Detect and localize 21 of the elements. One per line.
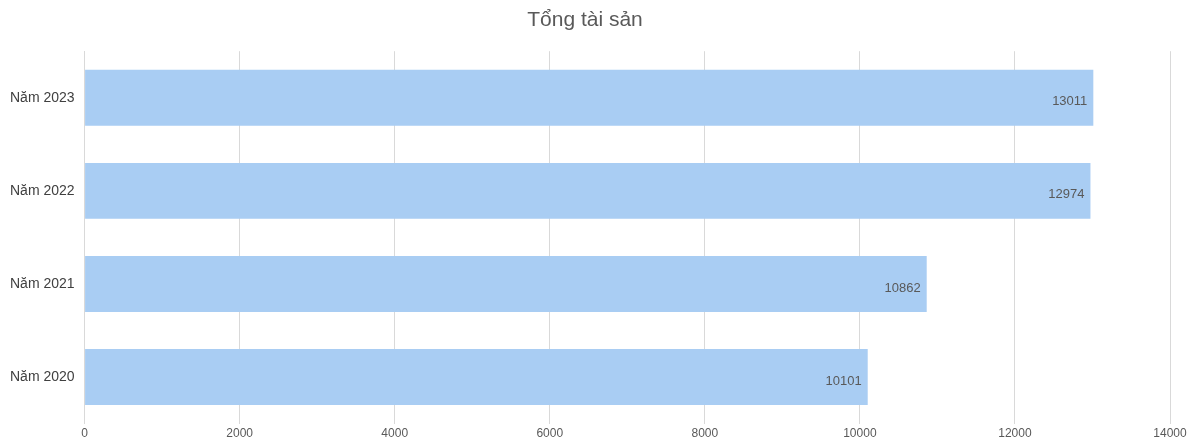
data-label: 10101 — [825, 372, 862, 388]
x-tick-label: 14000 — [1153, 426, 1188, 441]
x-tick-label: 4000 — [381, 426, 409, 441]
y-tick-label: Năm 2023 — [10, 88, 75, 105]
y-tick-label: Năm 2021 — [10, 274, 75, 291]
bar — [85, 349, 868, 405]
bar — [85, 162, 1091, 219]
chart-title: Tổng tài sản — [527, 7, 643, 31]
x-tick-label: 6000 — [536, 426, 564, 441]
x-tick-label: 2000 — [226, 426, 254, 441]
y-tick-label: Năm 2020 — [10, 367, 75, 384]
x-tick-label: 10000 — [843, 426, 877, 441]
data-label: 13011 — [1052, 93, 1088, 109]
data-label: 12974 — [1048, 186, 1085, 202]
y-tick-label: Năm 2022 — [10, 181, 75, 198]
x-tick-label: 0 — [81, 426, 89, 441]
data-label: 10862 — [884, 279, 921, 295]
x-tick-label: 12000 — [998, 426, 1032, 441]
x-tick-label: 8000 — [691, 426, 719, 441]
bar — [85, 256, 927, 312]
bar — [85, 69, 1094, 126]
